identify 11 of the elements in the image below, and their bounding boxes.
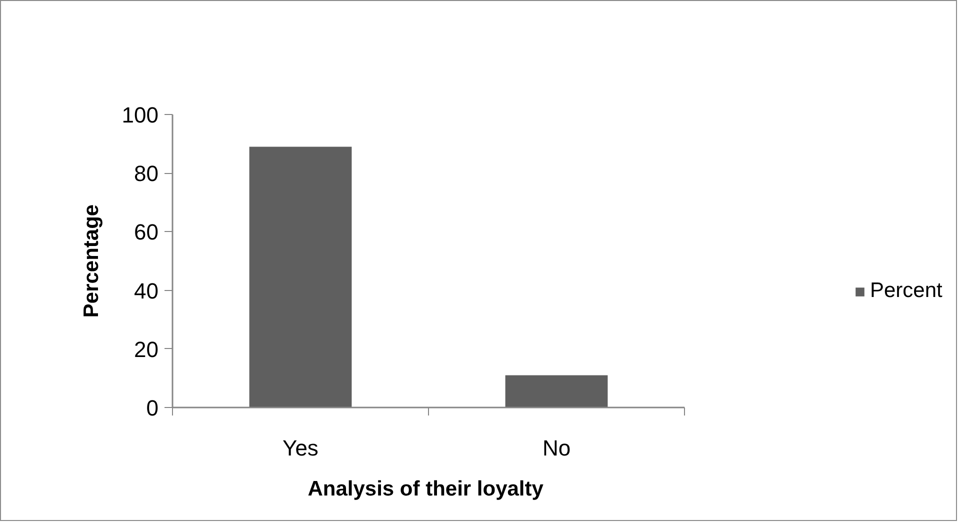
y-tick-label: 60 [134,220,159,245]
x-axis-title: Analysis of their loyalty [308,478,544,500]
y-tick-label: 20 [134,336,159,362]
y-axis-title: Percentage [80,204,103,318]
y-tick-label: 100 [122,102,159,128]
y-tick-label: 40 [134,278,159,304]
y-tick-label: 80 [134,161,159,186]
x-tick-label: Yes [282,436,318,460]
x-tick-label: No [542,436,571,460]
legend-label: Percent [870,279,942,303]
y-tick-label: 0 [146,396,159,420]
